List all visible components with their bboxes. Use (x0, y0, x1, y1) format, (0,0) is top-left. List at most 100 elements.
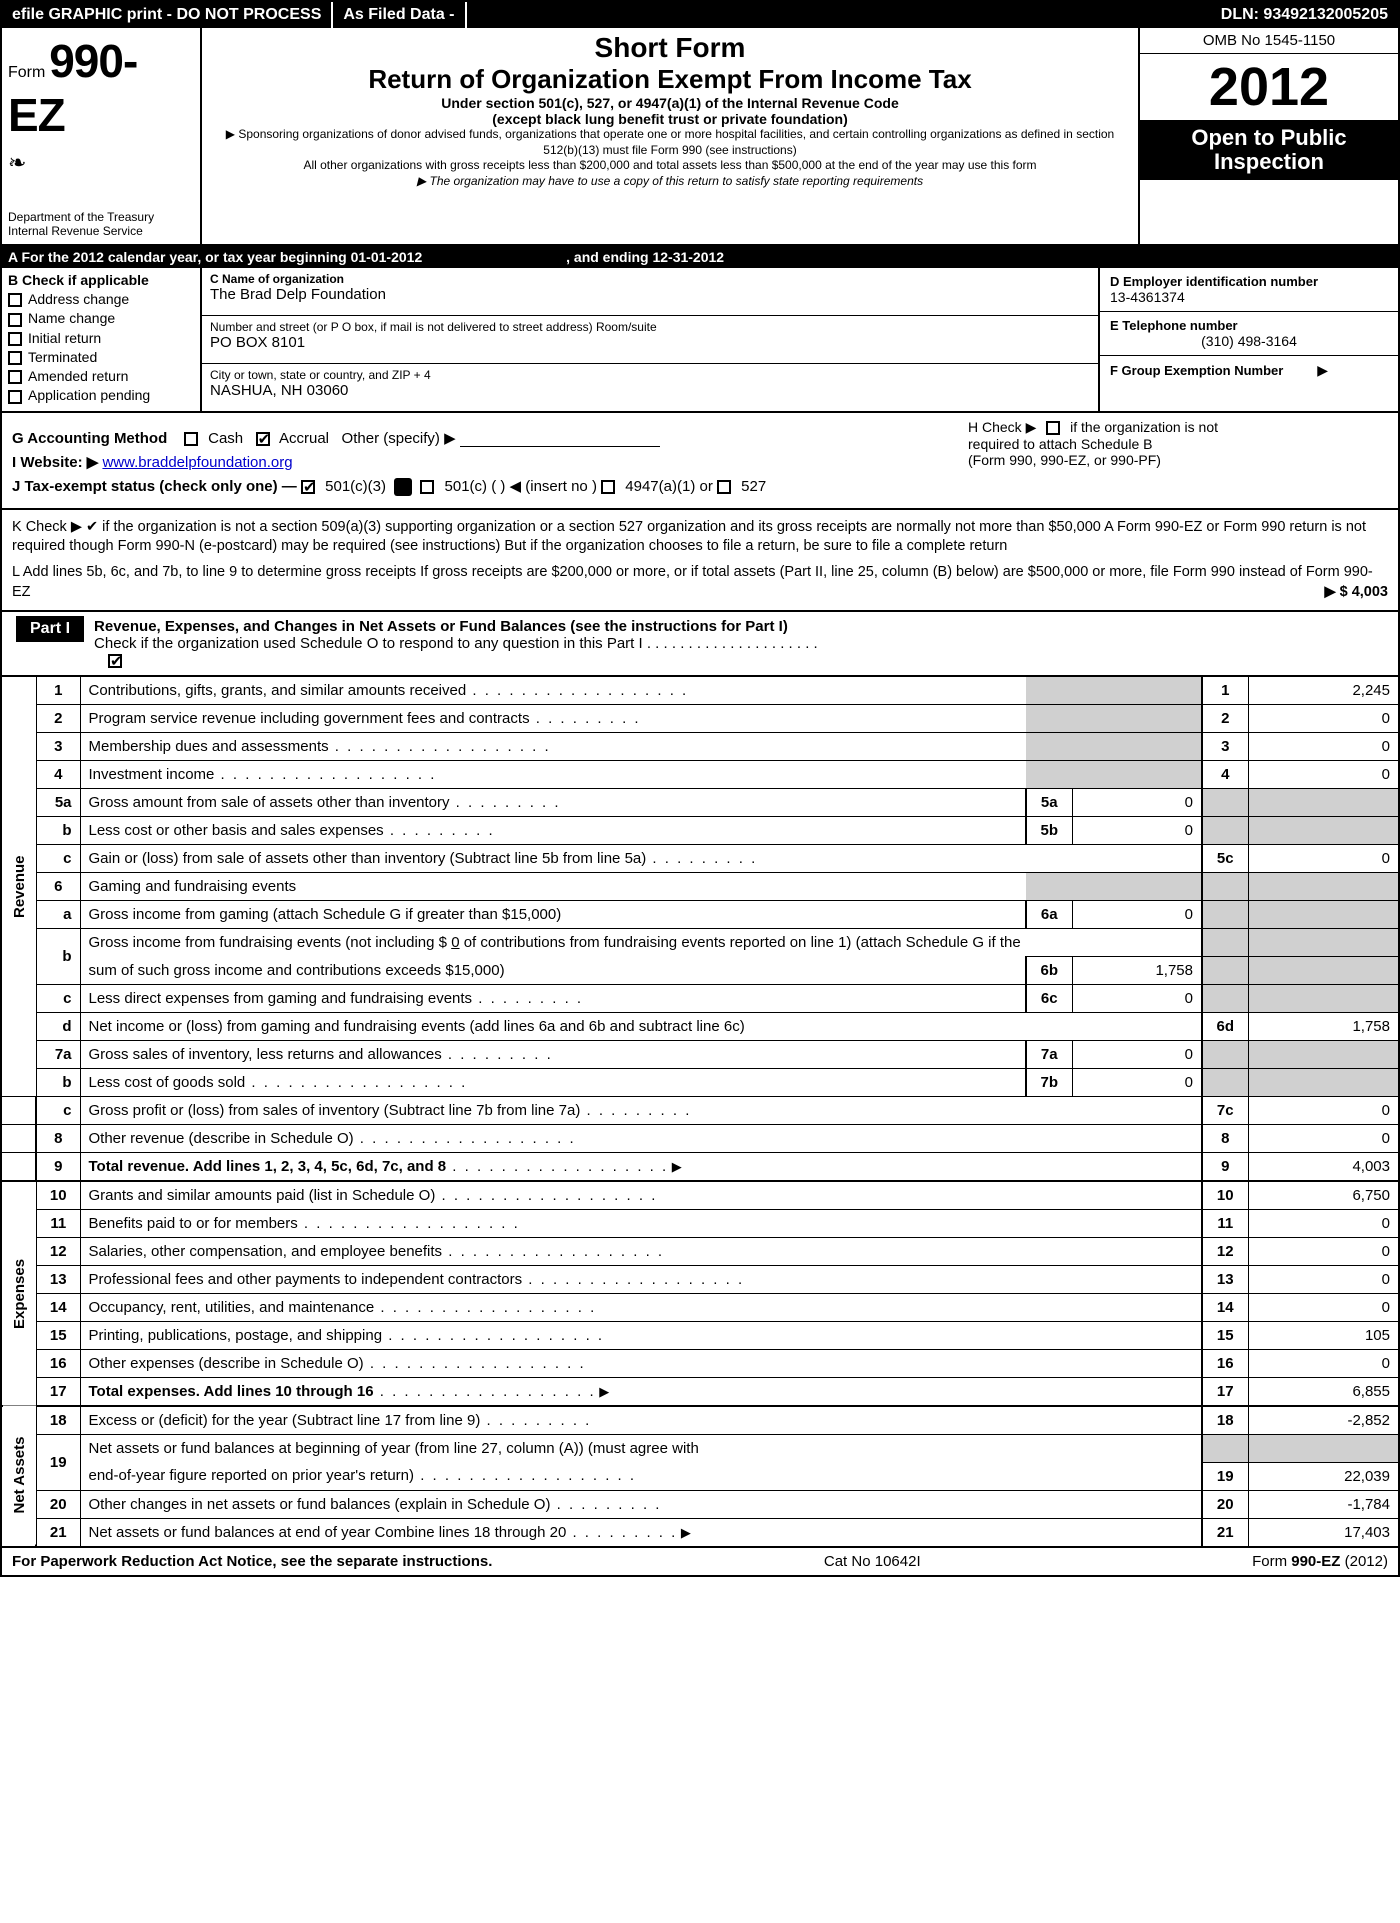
chk-4947[interactable] (601, 480, 615, 494)
footer-mid: Cat No 10642I (824, 1553, 921, 1570)
ln-20-num: 20 (36, 1490, 80, 1518)
website-link[interactable]: www.braddelpfoundation.org (102, 454, 292, 471)
ln-20-desc: Other changes in net assets or fund bala… (89, 1496, 551, 1513)
main-title: Return of Organization Exempt From Incom… (210, 64, 1130, 95)
chk-app-pending[interactable] (8, 390, 22, 404)
ln-6c-desc: Less direct expenses from gaming and fun… (89, 990, 473, 1007)
h-check-label: H Check ▶ (968, 419, 1036, 435)
ln-14-outnum: 14 (1202, 1294, 1248, 1322)
footer-left: For Paperwork Reduction Act Notice, see … (12, 1553, 492, 1570)
ln-9-desc: Total revenue. Add lines 1, 2, 3, 4, 5c,… (89, 1158, 447, 1175)
ln-3-desc: Membership dues and assessments (89, 738, 329, 755)
omb-number: OMB No 1545-1150 (1140, 28, 1398, 54)
ln-7b-desc: Less cost of goods sold (89, 1074, 246, 1091)
part-i-header: Part I Revenue, Expenses, and Changes in… (2, 612, 1398, 676)
section-a-left: A For the 2012 calendar year, or tax yea… (8, 249, 422, 265)
ln-7b-innum: 7b (1026, 1069, 1072, 1097)
ln-6d-outnum: 6d (1202, 1013, 1248, 1041)
chk-cash[interactable] (184, 432, 198, 446)
ln-18-num: 18 (36, 1406, 80, 1435)
ln-1-val: 2,245 (1248, 677, 1398, 705)
chk-address-change[interactable] (8, 293, 22, 307)
b-title: B Check if applicable (8, 272, 194, 288)
ln-16-desc: Other expenses (describe in Schedule O) (89, 1355, 364, 1372)
ln-6b-innum: 6b (1026, 957, 1072, 985)
ln-6b-num: b (36, 929, 80, 985)
ln-6b-ival: 1,758 (1072, 957, 1202, 985)
section-a-row: A For the 2012 calendar year, or tax yea… (2, 246, 1398, 268)
chk-terminated[interactable] (8, 351, 22, 365)
tax-year: 2012 (1140, 54, 1398, 120)
ln-18-val: -2,852 (1248, 1406, 1398, 1435)
ln-10-val: 6,750 (1248, 1181, 1398, 1210)
lbl-name-change: Name change (28, 310, 115, 326)
ln-7a-desc: Gross sales of inventory, less returns a… (89, 1046, 442, 1063)
chk-501c3[interactable] (301, 480, 315, 494)
ln-10-desc: Grants and similar amounts paid (list in… (89, 1187, 436, 1204)
ln-17-outnum: 17 (1202, 1378, 1248, 1407)
chk-schedule-o[interactable] (108, 654, 122, 668)
ln-3-val: 0 (1248, 733, 1398, 761)
asfiled-label: As Filed Data - (333, 2, 466, 28)
chk-h[interactable] (1046, 421, 1060, 435)
h-line2: required to attach Schedule B (968, 436, 1152, 452)
ln-6b-desc2: sum of such gross income and contributio… (89, 962, 505, 979)
chk-name-change[interactable] (8, 313, 22, 327)
ln-12-val: 0 (1248, 1238, 1398, 1266)
form-number: 990-EZ (8, 35, 137, 141)
other-method-blank[interactable] (460, 446, 660, 447)
ln-5a-num: 5a (36, 789, 80, 817)
ln-7a-num: 7a (36, 1041, 80, 1069)
ln-20-val: -1,784 (1248, 1490, 1398, 1518)
g-label: G Accounting Method (12, 430, 167, 447)
ln-10-num: 10 (36, 1181, 80, 1210)
lbl-527: 527 (741, 478, 766, 495)
ln-6c-num: c (36, 985, 80, 1013)
ln-7a-ival: 0 (1072, 1041, 1202, 1069)
c-city-label: City or town, state or country, and ZIP … (210, 368, 1090, 382)
chk-527[interactable] (717, 480, 731, 494)
parens-note: (except black lung benefit trust or priv… (210, 111, 1130, 127)
ln-4-desc: Investment income (89, 766, 215, 783)
entity-block: B Check if applicable Address change Nam… (2, 268, 1398, 413)
ln-9-outnum: 9 (1202, 1153, 1248, 1182)
ln-18-outnum: 18 (1202, 1406, 1248, 1435)
chk-501c[interactable] (420, 480, 434, 494)
ln-7b-ival: 0 (1072, 1069, 1202, 1097)
ln-2-desc: Program service revenue including govern… (89, 710, 530, 727)
revenue-side-label: Revenue (2, 677, 36, 1097)
part-i-title: Revenue, Expenses, and Changes in Net As… (94, 618, 788, 635)
ln-8-desc: Other revenue (describe in Schedule O) (89, 1130, 354, 1147)
ln-15-val: 105 (1248, 1322, 1398, 1350)
part-i-check-note: Check if the organization used Schedule … (94, 635, 818, 652)
lbl-other-method: Other (specify) ▶ (342, 430, 456, 447)
ln-15-num: 15 (36, 1322, 80, 1350)
ln-14-val: 0 (1248, 1294, 1398, 1322)
ln-5a-desc: Gross amount from sale of assets other t… (89, 794, 450, 811)
section-a-right: , and ending 12-31-2012 (566, 249, 724, 265)
ln-1-num: 1 (36, 677, 80, 705)
ln-6d-val: 1,758 (1248, 1013, 1398, 1041)
part-i-table: Revenue 1 Contributions, gifts, grants, … (2, 676, 1398, 1546)
ln-4-outnum: 4 (1202, 761, 1248, 789)
chk-accrual[interactable] (256, 432, 270, 446)
ln-4-val: 0 (1248, 761, 1398, 789)
ln-19-desc1: Net assets or fund balances at beginning… (80, 1435, 1202, 1463)
e-label: E Telephone number (1110, 318, 1388, 333)
ln-12-outnum: 12 (1202, 1238, 1248, 1266)
chk-initial-return[interactable] (8, 332, 22, 346)
ln-5c-desc: Gain or (loss) from sale of assets other… (89, 850, 647, 867)
ln-17-num: 17 (36, 1378, 80, 1407)
lbl-501c: 501(c) ( ) ◀ (insert no ) (445, 478, 597, 495)
l-amount: ▶ $ 4,003 (1324, 583, 1388, 603)
open-public-2: Inspection (1140, 150, 1398, 174)
lbl-4947: 4947(a)(1) or (625, 478, 713, 495)
header: Form 990-EZ ❧ Department of the Treasury… (2, 28, 1398, 246)
chk-amended[interactable] (8, 370, 22, 384)
dept-irs: Internal Revenue Service (8, 224, 194, 238)
i-label: I Website: ▶ (12, 454, 98, 471)
ln-11-val: 0 (1248, 1210, 1398, 1238)
ln-6d-num: d (36, 1013, 80, 1041)
ein-value: 13-4361374 (1110, 289, 1388, 305)
lbl-501c3: 501(c)(3) (325, 478, 386, 495)
